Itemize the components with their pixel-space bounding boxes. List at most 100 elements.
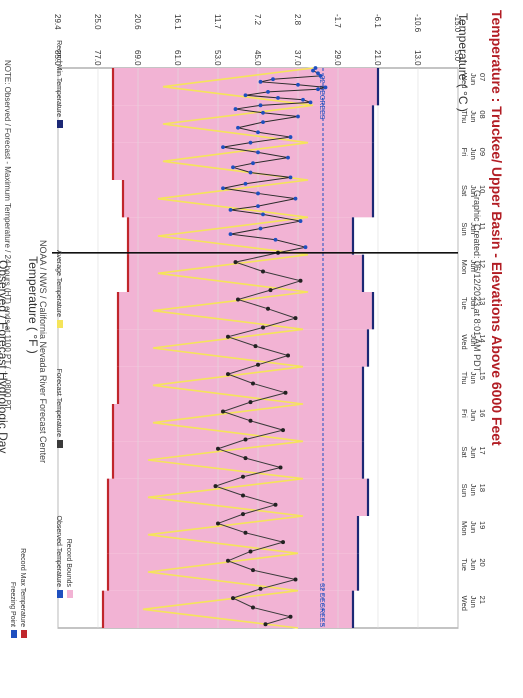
observed-point	[261, 120, 265, 125]
forecast-point	[226, 372, 230, 377]
forecast-point	[248, 549, 253, 554]
forecast-point	[288, 614, 293, 619]
observed-point	[251, 161, 255, 166]
forecast-point	[266, 306, 270, 311]
observed-point	[233, 107, 238, 111]
observed-point	[318, 73, 323, 78]
legend-label: Average Temperature	[55, 250, 62, 317]
forecast-point	[283, 390, 288, 395]
tick-label-f: 69.0	[133, 50, 142, 66]
record-bounds-band	[103, 590, 353, 628]
day-tick-label: 21	[478, 596, 487, 604]
day-tick-label: Jun	[469, 73, 478, 85]
tick-label-f: 45.0	[253, 50, 262, 66]
right-axis-title: Temperature ( °C )	[456, 13, 470, 112]
observed-point	[266, 89, 270, 94]
observed-point	[221, 186, 225, 191]
forecast-point	[281, 428, 285, 433]
record-bounds-band	[113, 142, 373, 180]
observed-point	[256, 130, 260, 135]
forecast-point	[261, 325, 265, 330]
forecast-point	[281, 540, 285, 545]
forecast-point	[268, 288, 273, 293]
day-tick-label: 09	[478, 148, 487, 156]
average-temperature-line	[142, 67, 314, 629]
day-tick-label: Wed	[460, 596, 469, 611]
tick-label-c: 25.0	[93, 14, 102, 30]
forecast-point	[236, 297, 240, 302]
observed-point	[248, 170, 253, 175]
tick-label-c: -15.0	[453, 14, 462, 33]
record-bounds-band	[113, 105, 373, 143]
legend-swatch	[57, 120, 63, 128]
observed-point	[236, 125, 240, 130]
forecast-point	[256, 362, 260, 367]
day-tick-label: Sun	[460, 222, 469, 235]
day-tick-label: Sun	[460, 484, 469, 497]
observed-point	[288, 175, 293, 180]
legend-label: Record Min Temperature	[55, 40, 62, 117]
tick-label-f: 37.0	[293, 50, 302, 66]
observed-point	[276, 95, 280, 100]
tick-label-c: -6.1	[373, 14, 382, 28]
observed-point	[256, 150, 260, 155]
tick-label-f: 13.0	[413, 50, 422, 66]
observed-point	[258, 226, 263, 231]
forecast-point	[298, 278, 303, 283]
legend-label: Forecast Temperature	[55, 369, 62, 437]
observed-point	[258, 103, 263, 108]
tick-label-c: 2.8	[293, 14, 302, 26]
forecast-point	[293, 316, 298, 321]
day-tick-label: Sat	[460, 446, 469, 458]
forecast-point	[253, 344, 258, 349]
observed-point	[301, 97, 305, 102]
legend-label: Record Bounds	[65, 539, 72, 588]
day-tick-label: Jun	[469, 409, 478, 421]
legend-swatch	[57, 590, 63, 598]
tick-label-c: 16.1	[173, 14, 182, 30]
observed-point	[286, 155, 290, 160]
forecast-point	[248, 418, 253, 423]
observed-point	[316, 71, 320, 76]
legend-swatch	[67, 590, 73, 598]
forecast-point	[251, 381, 255, 386]
observed-point	[308, 100, 313, 105]
day-tick-label: 15	[478, 372, 487, 380]
day-tick-label: Tue	[460, 558, 469, 571]
forecast-point	[286, 353, 290, 358]
tick-label-c: 7.2	[253, 14, 262, 26]
observed-point	[261, 110, 265, 115]
legend-label: Observed Temperature	[55, 516, 62, 588]
tick-label-c: 11.7	[213, 14, 222, 30]
forecast-point	[293, 577, 298, 582]
forecast-point	[263, 622, 268, 627]
day-tick-label: Fri	[460, 409, 469, 418]
observed-point	[298, 219, 303, 223]
forecast-point	[216, 521, 220, 526]
day-tick-label: 08	[478, 110, 487, 118]
record-bounds-band	[118, 292, 373, 330]
chart-title: Temperature : Truckee/ Upper Basin - Ele…	[489, 10, 505, 446]
forecast-point	[221, 409, 225, 414]
freezing-label-bottom: 32 DEGREES	[318, 583, 325, 627]
record-bounds-band	[123, 180, 373, 218]
chart-subtitle: Graphic Created: 06/12/2023 at 8:01 AM P…	[472, 190, 482, 373]
source-label: NOAA / NWS / California Nevada River For…	[38, 240, 48, 464]
forecast-point	[216, 446, 220, 451]
tick-label-c: 29.4	[53, 14, 62, 30]
day-tick-label: Jun	[469, 596, 478, 608]
forecast-point	[251, 605, 255, 610]
tick-label-f: 77.0	[93, 50, 102, 66]
tick-label-f: 85.0	[53, 50, 62, 66]
day-tick-label: Jun	[469, 260, 478, 272]
forecast-point	[241, 474, 245, 479]
day-tick-label: Thu	[460, 110, 469, 123]
tick-label-c: 20.6	[133, 14, 142, 30]
tick-label-f: 61.0	[173, 50, 182, 66]
day-tick-label: Mon	[460, 521, 469, 536]
observed-point	[261, 212, 265, 217]
legend-label: Record Max Temperature	[19, 548, 26, 627]
record-bounds-band	[113, 68, 378, 106]
observed-point	[228, 232, 233, 237]
day-tick-label: Tue	[460, 297, 469, 310]
